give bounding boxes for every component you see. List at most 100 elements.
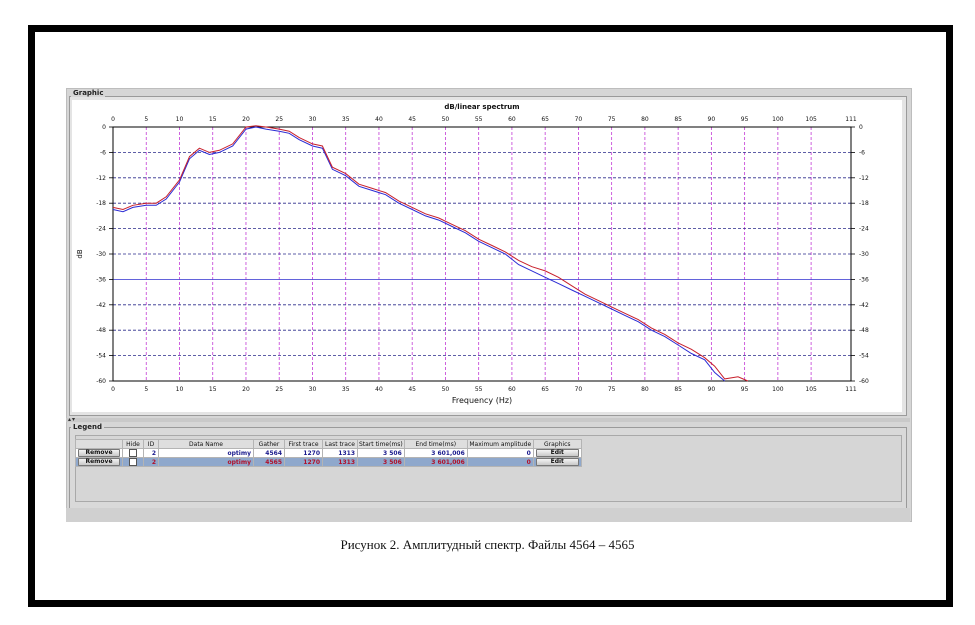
col-header-start-time[interactable]: Start time(ms) [357, 439, 405, 449]
grid-layer [113, 127, 851, 381]
x-tick-label-top: 50 [442, 116, 450, 123]
hide-checkbox[interactable] [129, 449, 137, 457]
legend-panel-title: Legend [71, 423, 104, 431]
x-tick-label-bottom: 70 [575, 386, 583, 393]
x-tick-label-bottom: 0 [111, 386, 115, 393]
col-header-graphics[interactable]: Graphics [532, 439, 582, 449]
x-tick-label-top: 15 [209, 116, 217, 123]
hide-cell [122, 448, 144, 458]
spectrum-plot: 0055101015152020252530303535404045455050… [72, 100, 902, 412]
x-tick-label-bottom: 100 [772, 386, 784, 393]
x-tick-label-bottom: 75 [608, 386, 616, 393]
x-tick-label-top: 35 [342, 116, 350, 123]
y-tick-label-left: -54 [96, 353, 106, 360]
y-tick-label-right: -48 [859, 327, 869, 334]
graphics-cell: Edit [532, 457, 582, 467]
y-tick-label-right: -30 [859, 251, 869, 258]
y-tick-label-right: -36 [859, 276, 869, 283]
x-tick-label-top: 70 [575, 116, 583, 123]
split-dots: ▴▾ [68, 416, 77, 423]
max-amplitude-cell: 0 [466, 457, 534, 467]
legend-row[interactable]: Remove 2 optimy 4565 1270 1313 3 506 3 6… [75, 457, 582, 467]
last-trace-cell: 1313 [322, 448, 358, 458]
x-tick-label-top: 60 [508, 116, 516, 123]
x-tick-label-top: 90 [708, 116, 716, 123]
data-name-cell: optimy [158, 457, 254, 467]
remove-cell: Remove [75, 448, 123, 458]
x-tick-label-bottom: 50 [442, 386, 450, 393]
max-amplitude-cell: 0 [466, 448, 534, 458]
x-tick-label-bottom: 65 [541, 386, 549, 393]
x-tick-label-top: 45 [408, 116, 416, 123]
graphics-cell: Edit [532, 448, 582, 458]
x-tick-label-top: 75 [608, 116, 616, 123]
y-tick-label-right: -6 [859, 149, 865, 156]
y-tick-label-right: -24 [859, 226, 869, 233]
x-tick-label-bottom: 35 [342, 386, 350, 393]
y-tick-label-right: -60 [859, 378, 869, 385]
y-tick-label-right: -54 [859, 353, 869, 360]
remove-cell: Remove [75, 457, 123, 467]
x-tick-label-top: 111 [845, 116, 857, 123]
x-tick-label-top: 0 [111, 116, 115, 123]
col-header-max-amplitude[interactable]: Maximum amplitude [466, 439, 534, 449]
col-header-last-trace[interactable]: Last trace [322, 439, 358, 449]
x-tick-label-top: 100 [772, 116, 784, 123]
x-tick-label-bottom: 105 [805, 386, 817, 393]
col-header-id[interactable]: ID [143, 439, 159, 449]
y-tick-label-left: -42 [96, 302, 106, 309]
y-tick-label-right: 0 [859, 124, 863, 131]
col-header-data-name[interactable]: Data Name [158, 439, 254, 449]
x-tick-label-bottom: 25 [275, 386, 283, 393]
hide-cell [122, 457, 144, 467]
x-tick-label-top: 5 [144, 116, 148, 123]
y-tick-label-left: -24 [96, 226, 106, 233]
gather-cell: 4565 [253, 457, 285, 467]
y-tick-label-right: -12 [859, 175, 869, 182]
x-tick-label-bottom: 5 [144, 386, 148, 393]
y-tick-label-left: -48 [96, 327, 106, 334]
col-header-end-time[interactable]: End time(ms) [403, 439, 468, 449]
y-tick-label-left: -36 [96, 276, 106, 283]
y-tick-label-left: 0 [102, 124, 106, 131]
y-tick-label-right: -18 [859, 200, 869, 207]
x-tick-label-top: 80 [641, 116, 649, 123]
col-header-remove [75, 439, 123, 449]
data-name-cell: optimy [158, 448, 254, 458]
id-cell: 2 [143, 457, 159, 467]
start-time-cell: 3 506 [357, 448, 405, 458]
legend-header-row: Hide ID Data Name Gather First trace Las… [75, 439, 582, 449]
legend-row[interactable]: Remove 2 optimy 4564 1270 1313 3 506 3 6… [75, 448, 582, 458]
y-tick-label-left: -12 [96, 175, 106, 182]
x-tick-label-bottom: 85 [674, 386, 682, 393]
y-tick-label-right: -42 [859, 302, 869, 309]
start-time-cell: 3 506 [357, 457, 405, 467]
x-tick-label-bottom: 60 [508, 386, 516, 393]
col-header-hide[interactable]: Hide [122, 439, 144, 449]
x-tick-label-bottom: 20 [242, 386, 250, 393]
x-tick-label-top: 30 [309, 116, 317, 123]
x-tick-label-bottom: 111 [845, 386, 857, 393]
remove-button[interactable]: Remove [78, 458, 120, 466]
x-tick-label-bottom: 45 [408, 386, 416, 393]
col-header-gather[interactable]: Gather [253, 439, 285, 449]
series-layer [112, 125, 749, 382]
x-tick-label-top: 85 [674, 116, 682, 123]
id-cell: 2 [143, 448, 159, 458]
x-tick-label-top: 65 [541, 116, 549, 123]
col-header-first-trace[interactable]: First trace [284, 439, 323, 449]
panel-split-handle[interactable] [66, 418, 910, 422]
remove-button[interactable]: Remove [78, 449, 120, 457]
y-tick-label-left: -6 [100, 149, 106, 156]
x-tick-label-bottom: 30 [309, 386, 317, 393]
x-tick-label-bottom: 55 [475, 386, 483, 393]
x-tick-label-bottom: 80 [641, 386, 649, 393]
chart-title: dB/linear spectrum [444, 103, 519, 111]
y-tick-label-left: -18 [96, 200, 106, 207]
edit-button[interactable]: Edit [535, 449, 579, 457]
x-tick-label-bottom: 10 [176, 386, 184, 393]
edit-button[interactable]: Edit [535, 458, 579, 466]
hide-checkbox[interactable] [129, 458, 137, 466]
tick-layer: 0055101015152020252530303535404045455050… [96, 116, 869, 393]
gather-cell: 4564 [253, 448, 285, 458]
